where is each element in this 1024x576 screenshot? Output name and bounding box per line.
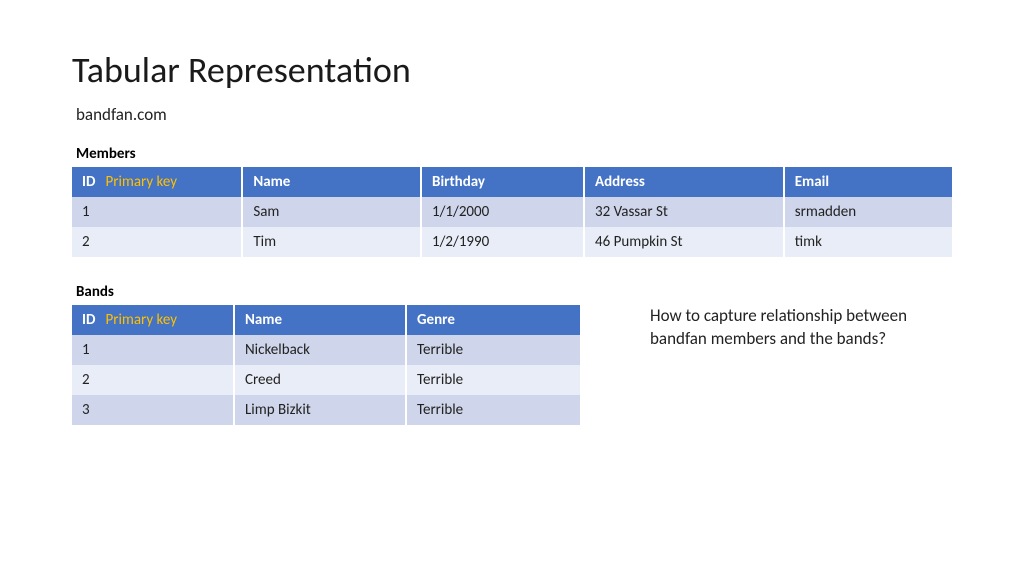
column-header: Name [242,167,421,197]
column-header-label: Birthday [432,173,485,191]
column-header: ID Primary key [72,305,234,335]
column-header: Name [234,305,406,335]
column-header: Address [584,167,784,197]
table-row: 1Sam1/1/200032 Vassar Stsrmadden [72,197,952,227]
members-table: ID Primary key Name Birthday Address Email 1Sa… [72,167,952,257]
column-header-label: Name [245,311,282,329]
table-row: 1NickelbackTerrible [72,335,580,365]
table-row: 2Tim1/2/199046 Pumpkin Sttimk [72,227,952,257]
table-cell: 1/2/1990 [421,227,584,257]
page-title: Tabular Representation [72,48,952,92]
primary-key-note: Primary key [105,311,177,329]
table-cell: 2 [72,227,242,257]
column-header-label: Genre [417,311,455,329]
table-cell: Sam [242,197,421,227]
table-cell: Terrible [406,395,580,425]
table-cell: 2 [72,365,234,395]
table-row: 3Limp BizkitTerrible [72,395,580,425]
column-header-label: Address [595,173,645,191]
column-header: Genre [406,305,580,335]
table-cell: 1/1/2000 [421,197,584,227]
table-row: 2CreedTerrible [72,365,580,395]
members-caption: Members [76,145,952,163]
bands-caption: Bands [76,283,580,301]
table-cell: srmadden [784,197,952,227]
table-cell: Limp Bizkit [234,395,406,425]
column-header: ID Primary key [72,167,242,197]
table-cell: Nickelback [234,335,406,365]
table-cell: 3 [72,395,234,425]
table-cell: 46 Pumpkin St [584,227,784,257]
column-header-label: ID [82,173,95,191]
table-cell: Creed [234,365,406,395]
column-header: Email [784,167,952,197]
table-cell: timk [784,227,952,257]
column-header: Birthday [421,167,584,197]
primary-key-note: Primary key [105,173,177,191]
subtitle: bandfan.com [76,104,952,125]
table-cell: Tim [242,227,421,257]
table-cell: 1 [72,335,234,365]
column-header-label: Name [253,173,290,191]
table-cell: Terrible [406,365,580,395]
table-cell: 32 Vassar St [584,197,784,227]
side-note: How to capture relationship between band… [650,283,952,351]
column-header-label: Email [795,173,829,191]
bands-table: ID Primary key Name Genre 1NickelbackTerribl… [72,305,580,425]
column-header-label: ID [82,311,95,329]
table-cell: 1 [72,197,242,227]
table-cell: Terrible [406,335,580,365]
